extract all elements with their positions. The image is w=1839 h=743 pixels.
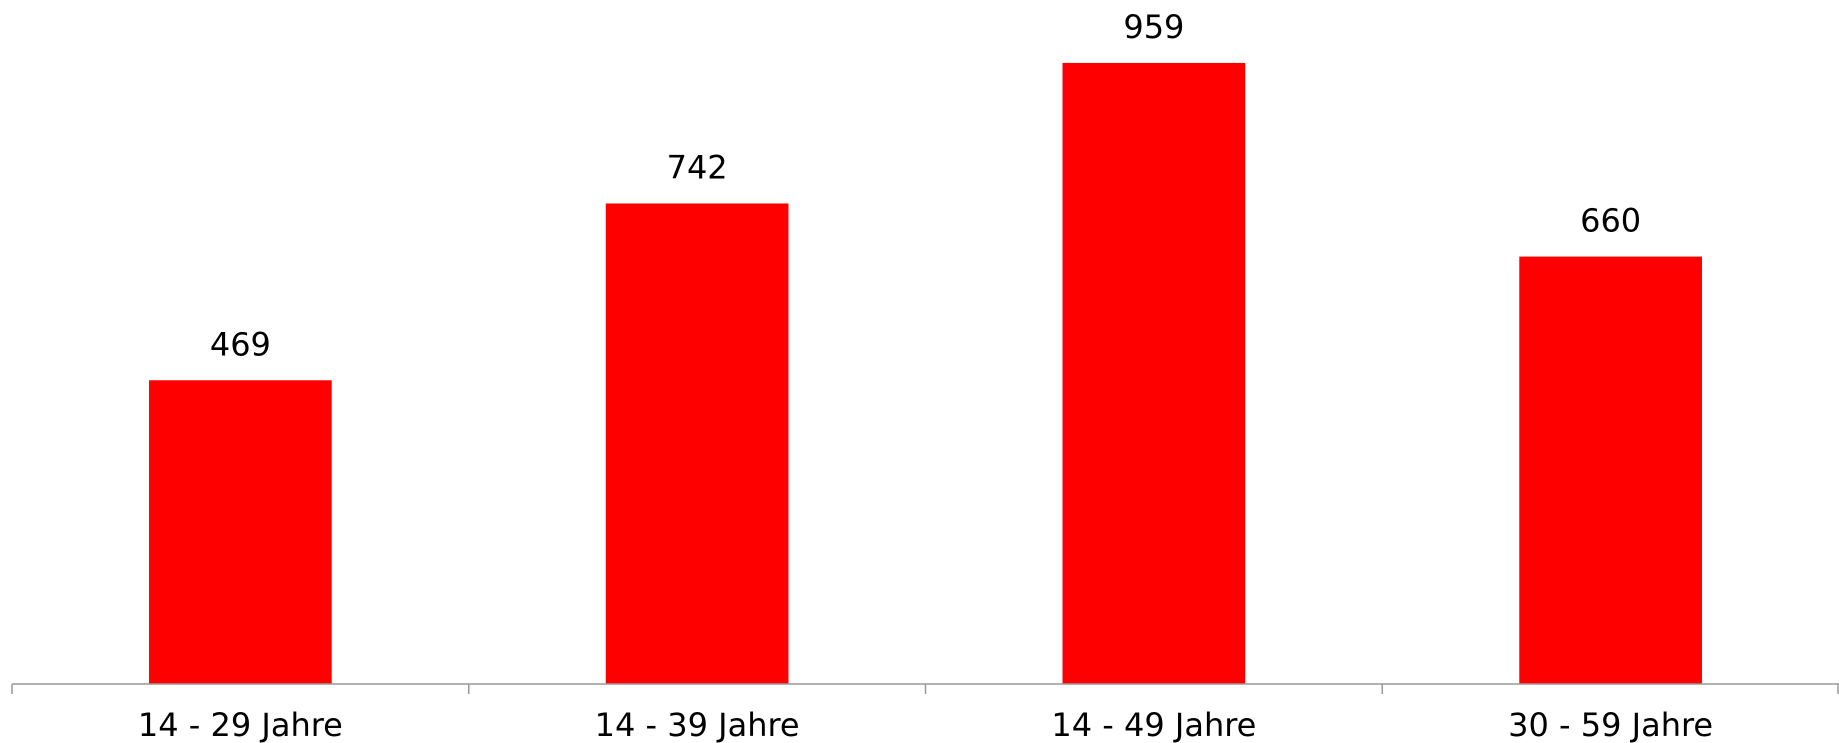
- value-label: 469: [210, 325, 271, 363]
- bar: [149, 380, 332, 684]
- bar: [1062, 62, 1246, 684]
- x-tick-label: 14 - 39 Jahre: [595, 706, 800, 743]
- x-tick-label: 14 - 29 Jahre: [138, 706, 343, 743]
- value-label: 959: [1123, 8, 1184, 46]
- bar: [605, 203, 789, 684]
- value-label: 742: [667, 148, 728, 186]
- x-tick-label: 14 - 49 Jahre: [1051, 706, 1256, 743]
- value-label: 660: [1580, 202, 1641, 240]
- x-tick-label: 30 - 59 Jahre: [1508, 706, 1713, 743]
- bar: [1519, 256, 1702, 684]
